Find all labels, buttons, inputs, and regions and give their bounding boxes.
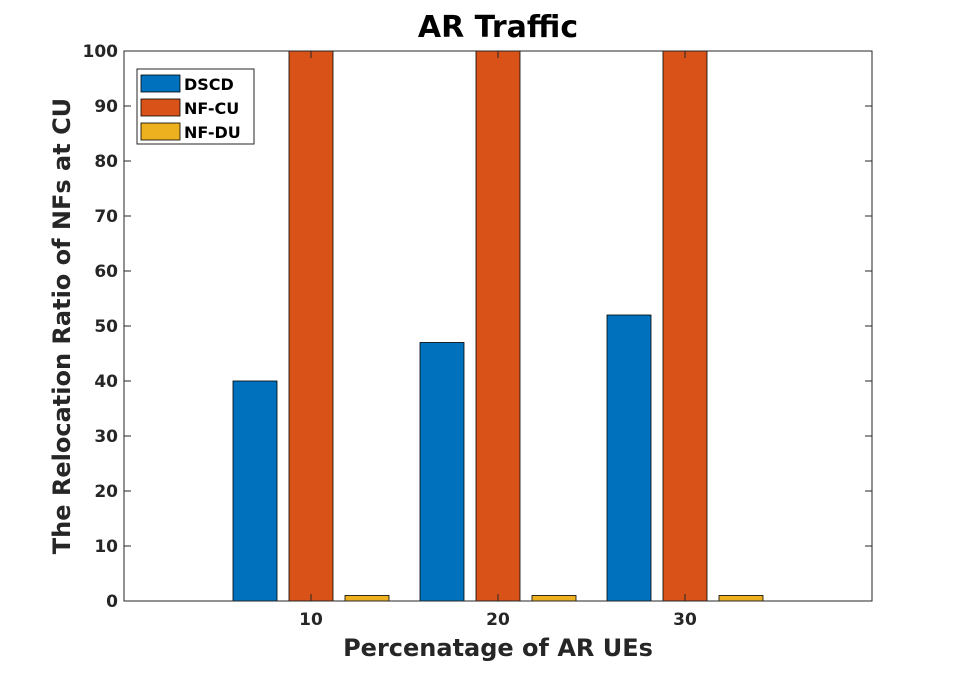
y-tick-label: 70	[94, 207, 118, 227]
y-tick-label: 0	[106, 592, 118, 612]
bar-nf-du-20	[531, 595, 577, 602]
x-tick-label: 30	[673, 610, 697, 630]
legend-label-nf-du: NF-DU	[184, 123, 241, 142]
y-axis: 0 10 20 30 40 50 60 70 80 90 100	[83, 42, 872, 612]
bars-layer	[232, 50, 764, 602]
legend-swatch-nf-cu	[140, 98, 181, 117]
y-tick-label: 50	[94, 317, 118, 337]
bar-dscd-20	[419, 342, 465, 602]
legend: DSCD NF-CU NF-DU	[136, 68, 255, 145]
y-tick-label: 60	[94, 262, 118, 282]
y-tick-label: 10	[94, 537, 118, 557]
legend-label-nf-cu: NF-CU	[184, 99, 239, 118]
x-axis: 10 20 30	[299, 51, 697, 630]
bar-nf-cu-20	[475, 50, 521, 602]
y-tick-label: 20	[94, 482, 118, 502]
y-tick-label: 30	[94, 427, 118, 447]
legend-swatch-nf-du	[140, 122, 181, 141]
y-tick-label: 40	[94, 372, 118, 392]
y-axis-title: The Relocation Ratio of NFs at CU	[48, 98, 76, 554]
y-tick-label: 90	[94, 97, 118, 117]
legend-label-dscd: DSCD	[184, 75, 234, 94]
bar-nf-du-10	[344, 595, 390, 602]
bar-nf-cu-10	[288, 50, 334, 602]
bar-dscd-30	[606, 314, 652, 602]
chart-title: AR Traffic	[418, 10, 578, 45]
legend-swatch-dscd	[140, 74, 181, 93]
x-tick-label: 10	[299, 610, 323, 630]
bar-dscd-10	[232, 380, 278, 602]
y-tick-label: 80	[94, 152, 118, 172]
bar-nf-cu-30	[662, 50, 708, 602]
bar-nf-du-30	[718, 595, 764, 602]
y-tick-label: 100	[83, 42, 119, 62]
x-tick-label: 20	[486, 610, 510, 630]
x-axis-title: Percenatage of AR UEs	[343, 634, 653, 662]
